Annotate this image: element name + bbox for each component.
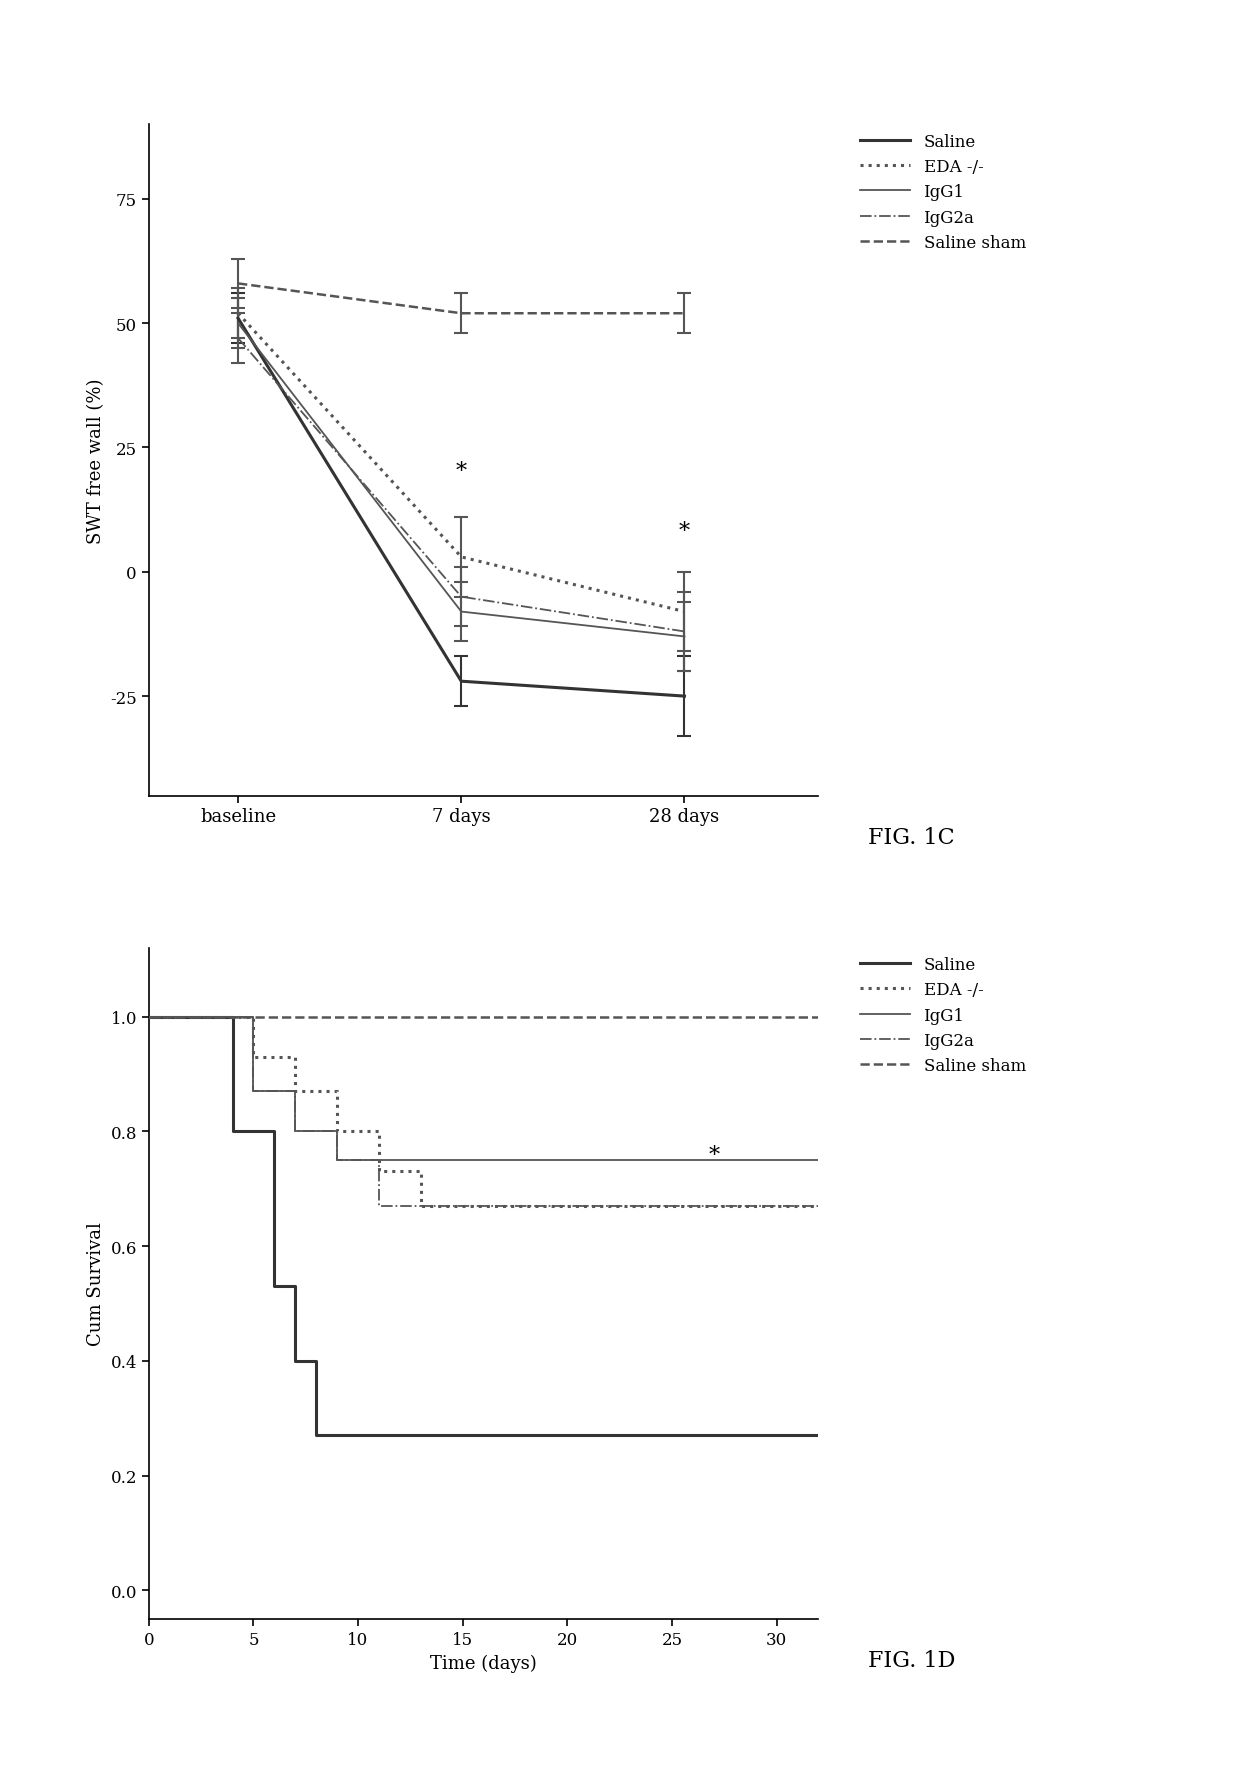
Text: *: * [456,462,466,483]
Legend: Saline, EDA -/-, IgG1, IgG2a, Saline sham: Saline, EDA -/-, IgG1, IgG2a, Saline sha… [853,950,1033,1081]
Text: *: * [680,521,689,542]
Text: *: * [708,1145,719,1166]
Y-axis label: Cum Survival: Cum Survival [87,1222,105,1345]
Y-axis label: SWT free wall (%): SWT free wall (%) [87,377,104,544]
Text: FIG. 1C: FIG. 1C [868,827,955,848]
Text: FIG. 1D: FIG. 1D [868,1649,955,1671]
Legend: Saline, EDA -/-, IgG1, IgG2a, Saline sham: Saline, EDA -/-, IgG1, IgG2a, Saline sha… [853,127,1033,258]
X-axis label: Time (days): Time (days) [430,1653,537,1671]
